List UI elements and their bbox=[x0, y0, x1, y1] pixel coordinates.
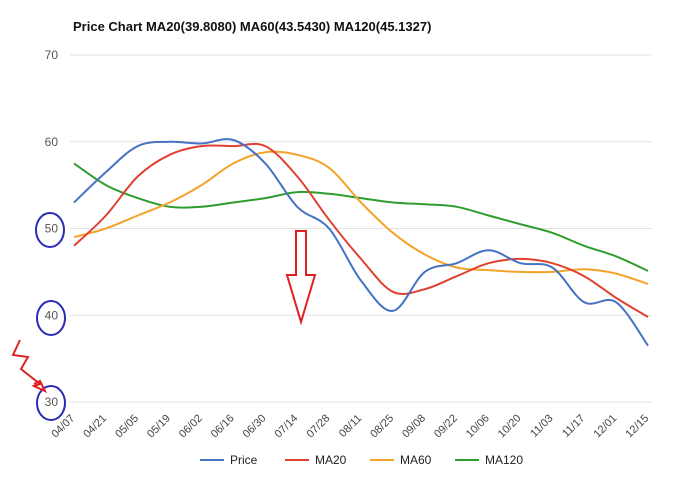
circle-around-50-label bbox=[35, 212, 65, 248]
x-tick-label: 10/06 bbox=[464, 412, 492, 440]
series-line-price bbox=[73, 138, 649, 347]
circle-around-30-label bbox=[36, 385, 66, 421]
series-line-ma120 bbox=[73, 162, 649, 272]
chart-title: Price Chart MA20(39.8080) MA60(43.5430) … bbox=[73, 19, 431, 34]
y-tick-label: 60 bbox=[45, 135, 59, 149]
x-tick-label: 09/22 bbox=[432, 412, 460, 440]
x-tick-label: 11/03 bbox=[528, 412, 555, 439]
x-tick-label: 05/05 bbox=[113, 412, 141, 440]
x-tick-label: 11/17 bbox=[560, 412, 587, 439]
legend-label: MA60 bbox=[400, 453, 432, 467]
y-tick-label: 70 bbox=[45, 48, 59, 62]
x-axis: 04/07 04/21 05/05 05/19 06/02 06/16 06/30 07/14… bbox=[49, 412, 651, 440]
series-lines bbox=[73, 138, 649, 347]
x-tick-label: 12/15 bbox=[623, 412, 651, 440]
annotations bbox=[11, 212, 317, 421]
y-axis: 30 40 50 60 70 bbox=[45, 48, 59, 409]
legend: Price MA20 MA60 MA120 bbox=[200, 453, 523, 467]
y-tick-label: 30 bbox=[45, 395, 59, 409]
circle-around-40-label bbox=[36, 300, 66, 336]
x-tick-label: 12/01 bbox=[591, 412, 619, 440]
series-line-ma60 bbox=[73, 150, 649, 285]
red-down-arrow bbox=[285, 230, 317, 326]
x-tick-label: 06/16 bbox=[209, 412, 237, 440]
x-tick-label: 08/25 bbox=[368, 412, 396, 440]
series-line-ma20 bbox=[73, 142, 649, 318]
x-tick-label: 07/14 bbox=[273, 412, 301, 440]
legend-label: MA120 bbox=[485, 453, 523, 467]
x-tick-label: 07/28 bbox=[304, 412, 332, 440]
x-tick-label: 04/07 bbox=[49, 412, 77, 440]
x-tick-label: 05/19 bbox=[145, 412, 173, 440]
y-tick-label: 50 bbox=[45, 222, 59, 236]
x-tick-label: 08/11 bbox=[337, 412, 364, 439]
x-tick-label: 04/21 bbox=[81, 412, 109, 440]
legend-label: MA20 bbox=[315, 453, 347, 467]
legend-label: Price bbox=[230, 453, 258, 467]
y-tick-label: 40 bbox=[45, 308, 59, 322]
grid bbox=[70, 54, 652, 403]
x-tick-label: 06/02 bbox=[177, 412, 205, 440]
x-tick-label: 09/08 bbox=[400, 412, 428, 440]
x-tick-label: 10/20 bbox=[496, 412, 524, 440]
lightning-bolt-icon bbox=[11, 339, 48, 394]
x-tick-label: 06/30 bbox=[241, 412, 269, 440]
